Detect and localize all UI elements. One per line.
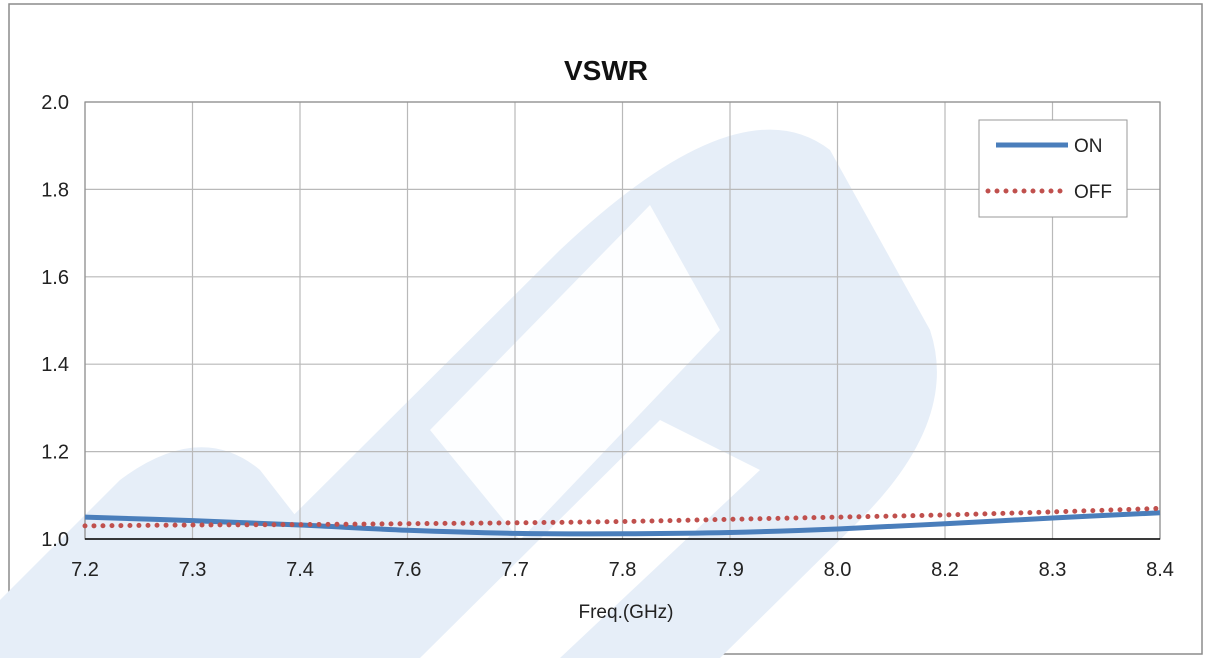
x-tick-label: 8.4 (1146, 559, 1174, 581)
y-tick-labels: 1.0 1.2 1.4 1.6 1.8 2.0 (41, 92, 69, 551)
x-axis-title: Freq.(GHz) (579, 602, 674, 623)
x-tick-label: 7.2 (71, 559, 99, 581)
series-line-on (84, 510, 1161, 537)
chart-title: VSWR (564, 55, 648, 86)
y-tick-label: 1.0 (41, 529, 69, 551)
legend-label-off: OFF (1074, 182, 1112, 203)
legend: ON OFF (978, 119, 1128, 218)
x-tick-label: 7.9 (716, 559, 744, 581)
x-tick-label: 8.3 (1039, 559, 1067, 581)
series-line-off (82, 505, 1163, 529)
legend-box (978, 119, 1128, 218)
legend-label-on: ON (1074, 136, 1103, 157)
x-tick-label: 7.4 (286, 559, 314, 581)
x-tick-label: 7.3 (179, 559, 207, 581)
y-tick-label: 1.4 (41, 354, 69, 376)
series-lines (82, 505, 1163, 537)
y-tick-label: 2.0 (41, 92, 69, 114)
x-tick-label: 7.8 (609, 559, 637, 581)
x-tick-label: 7.7 (501, 559, 529, 581)
x-tick-label: 8.2 (931, 559, 959, 581)
y-tick-label: 1.6 (41, 267, 69, 289)
y-tick-label: 1.8 (41, 179, 69, 201)
axes (84, 101, 1161, 540)
x-tick-label: 8.0 (824, 559, 852, 581)
x-tick-label: 7.6 (394, 559, 422, 581)
x-tick-labels: 7.2 7.3 7.4 7.6 7.7 7.8 7.9 8.0 8.2 8.3 8.4 (71, 559, 1174, 581)
y-tick-label: 1.2 (41, 442, 69, 464)
